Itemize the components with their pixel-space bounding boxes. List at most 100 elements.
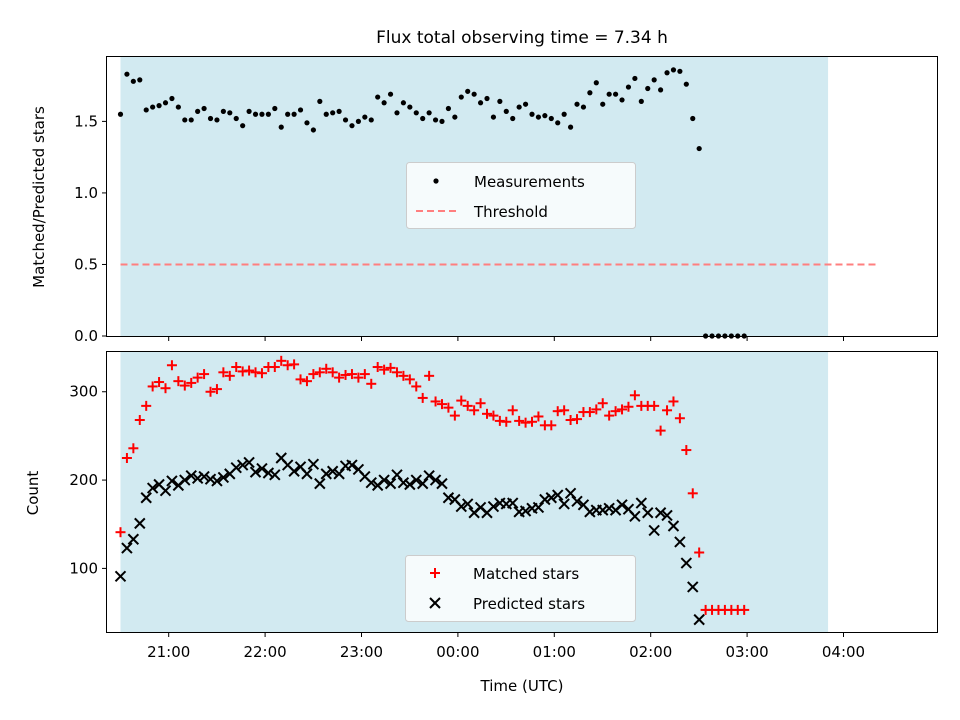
predicted-star-point [616, 499, 628, 511]
measurement-point [265, 111, 271, 117]
matched-star-point [681, 445, 692, 456]
measurement-point [439, 118, 445, 124]
measurement-point [368, 117, 374, 123]
matched-star-point [353, 372, 364, 383]
matched-star-point [527, 416, 538, 427]
predicted-star-point [301, 468, 313, 480]
matched-star-point [462, 400, 473, 411]
predicted-star-point [436, 477, 448, 490]
x-tick-label: 03:00 [725, 643, 768, 661]
matched-star-point [501, 416, 512, 427]
measurement-point [490, 114, 497, 120]
matched-star-point [276, 355, 287, 366]
threshold-legend-label: Threshold [473, 203, 548, 221]
predicted-star-point [462, 498, 474, 510]
predicted-star-point [410, 474, 422, 486]
matched-star-point [166, 360, 177, 371]
predicted-star-point [191, 472, 204, 485]
matched-star-point [244, 365, 255, 376]
bottom-legend: Matched stars Predicted stars [405, 555, 636, 622]
predicted-legend-marker [429, 597, 441, 609]
measurement-point [619, 97, 625, 103]
predicted-star-point [326, 465, 339, 477]
predicted-star-point [320, 468, 332, 480]
measurement-point [117, 111, 124, 117]
matched-star-point [199, 369, 210, 380]
measurement-point [522, 101, 529, 107]
matched-star-point [469, 405, 480, 416]
predicted-star-point [256, 462, 268, 475]
matched-star-point [134, 415, 145, 426]
measurement-point [349, 123, 355, 129]
measurement-point [375, 94, 381, 100]
measurement-point [497, 98, 503, 104]
y-tick-label: 1.0 [74, 184, 98, 202]
measurement-point [317, 98, 323, 104]
measurement-point [342, 117, 349, 123]
matched-star-point [231, 362, 242, 373]
matched-star-point [443, 402, 454, 413]
matched-star-point [359, 369, 370, 380]
matched-star-point [597, 398, 608, 409]
measurement-point [670, 67, 677, 73]
measurement-point [664, 70, 670, 76]
measurement-point [445, 105, 452, 112]
matched-star-point [256, 368, 267, 379]
measurement-point [593, 80, 599, 86]
matched-legend-label: Matched stars [473, 565, 579, 583]
measurement-point [677, 68, 683, 74]
predicted-star-point [693, 613, 705, 626]
matched-star-point [289, 359, 300, 370]
predicted-star-point [442, 492, 455, 504]
matched-star-point [449, 410, 460, 421]
measurement-point [214, 117, 220, 123]
measurement-point [156, 103, 162, 109]
predicted-star-point [532, 501, 545, 514]
measurement-point [645, 85, 651, 92]
top-ylabel: Matched/Predicted stars [30, 106, 48, 288]
predicted-star-point [127, 533, 140, 545]
matched-star-point [160, 383, 171, 394]
predicted-star-point [333, 468, 345, 480]
top-plot-frame [106, 56, 938, 337]
matched-star-point [391, 367, 402, 378]
predicted-star-point [648, 524, 660, 537]
predicted-star-point [166, 475, 178, 487]
bottom-ylabel: Count [24, 471, 42, 516]
matched-star-point [475, 398, 486, 409]
measurement-point [137, 77, 143, 83]
y-tick-label: 0.5 [74, 255, 98, 273]
matched-star-point [398, 370, 409, 381]
measurement-point [696, 145, 702, 152]
matched-star-point [668, 396, 679, 407]
predicted-star-point [429, 474, 442, 486]
measurement-point [535, 114, 542, 120]
predicted-star-point [558, 498, 570, 510]
chart-title: Flux total observing time = 7.34 h [376, 28, 668, 48]
measurement-point [182, 117, 188, 123]
measurement-point [516, 104, 522, 110]
predicted-star-point [680, 557, 693, 569]
predicted-star-point [307, 458, 320, 470]
measurement-point [542, 113, 548, 119]
predicted-star-point [262, 467, 275, 479]
measurement-point [201, 105, 207, 112]
predicted-star-point [314, 477, 326, 490]
matched-star-point [154, 377, 165, 388]
matched-star-point [411, 381, 422, 392]
matched-star-point [314, 367, 325, 378]
measurement-point [555, 120, 561, 126]
measurement-point [143, 107, 149, 113]
measurement-point [207, 115, 214, 122]
measurement-point [477, 100, 484, 106]
predicted-star-point [384, 477, 397, 490]
measurement-point [150, 104, 156, 110]
measurement-point [503, 108, 509, 114]
top-panel: 0.0 0.5 1.0 1.5 Matched/Predicted stars Mea… [30, 56, 938, 345]
predicted-legend-label: Predicted stars [473, 595, 585, 613]
matched-star-point [121, 452, 132, 463]
predicted-star-point [545, 492, 558, 504]
measurement-point [394, 110, 400, 116]
measurement-point [452, 114, 458, 120]
